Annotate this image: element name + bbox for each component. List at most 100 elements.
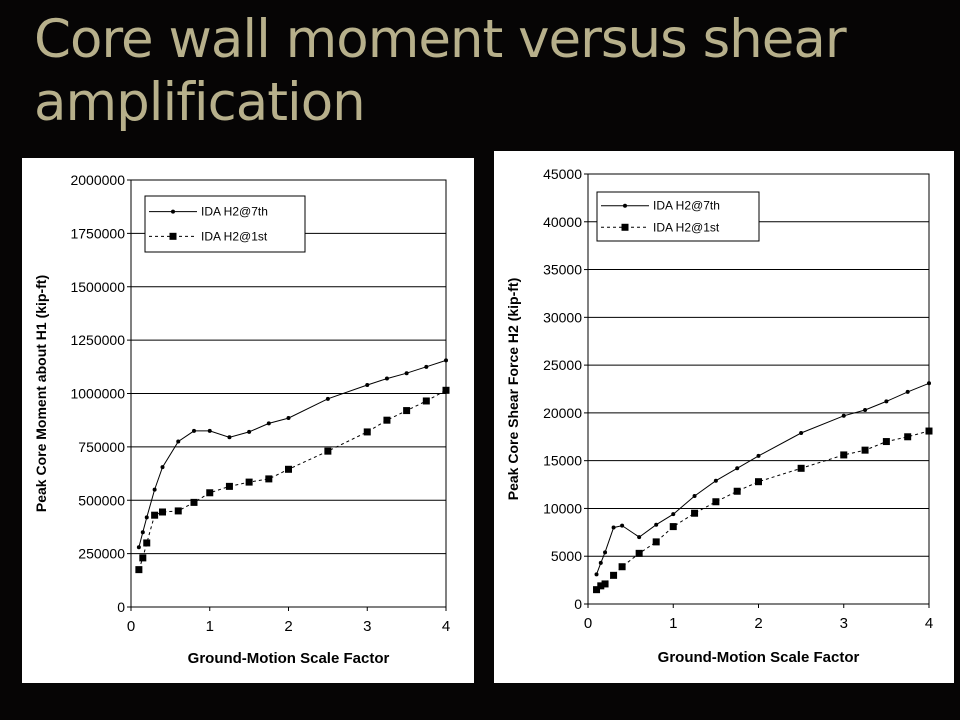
y-tick-label: 0 [117, 599, 125, 615]
data-point-square [925, 427, 933, 435]
legend-swatch-dot [171, 209, 175, 214]
data-point-square [635, 549, 643, 557]
y-tick-label: 25000 [543, 357, 582, 373]
data-point-dot [905, 389, 910, 394]
data-point-square [139, 554, 147, 562]
data-point-square [610, 571, 618, 579]
data-point-square [143, 539, 151, 547]
data-point-square [135, 566, 143, 574]
data-point-square [691, 509, 699, 517]
data-point-square [422, 397, 430, 405]
x-tick-label: 4 [925, 615, 933, 632]
slide-title: Core wall moment versus shear amplificat… [34, 8, 934, 134]
data-point-square [403, 407, 411, 415]
data-point-dot [207, 428, 212, 433]
y-tick-label: 1250000 [70, 332, 125, 348]
x-tick-label: 2 [284, 618, 292, 635]
data-point-dot [594, 572, 599, 577]
data-point-square [593, 586, 601, 594]
y-tick-label: 5000 [551, 548, 582, 564]
data-point-square [733, 487, 741, 495]
legend-label: IDA H2@1st [653, 220, 720, 234]
moment-chart-panel: 0 250000 500000 750000 1000000 1250000 1500000… [22, 158, 474, 683]
shear-chart: 0 5000 10000 15000 20000 25000 30000 35000 40000… [505, 166, 933, 666]
data-point-dot [841, 413, 846, 418]
data-point-dot [611, 525, 616, 530]
legend-swatch-square [621, 223, 629, 231]
data-point-square [363, 428, 371, 436]
y-tick-label: 1750000 [70, 225, 125, 241]
x-tick-label: 0 [584, 615, 592, 632]
y-tick-label: 1500000 [70, 279, 125, 295]
y-tick-label: 10000 [543, 500, 582, 516]
data-point-square [151, 511, 159, 519]
data-point-dot [603, 550, 608, 555]
legend-swatch-square [169, 232, 177, 240]
data-point-dot [136, 545, 141, 550]
x-axis-label: Ground-Motion Scale Factor [658, 649, 860, 666]
data-point-dot [247, 429, 252, 434]
data-point-square [618, 563, 626, 571]
data-point-dot [384, 376, 389, 381]
data-point-dot [192, 428, 196, 433]
data-point-dot [884, 399, 889, 404]
y-tick-label: 15000 [543, 453, 582, 469]
y-tick-label: 0 [574, 596, 582, 612]
data-point-dot [152, 487, 157, 492]
y-tick-label: 1000000 [70, 386, 125, 402]
y-tick-label: 250000 [78, 546, 125, 562]
series-line-1 [138, 359, 447, 548]
data-point-square [840, 451, 848, 459]
data-point-dot [799, 430, 804, 435]
data-point-dot [713, 478, 718, 483]
data-point-dot [654, 522, 659, 527]
x-tick-label: 3 [363, 618, 371, 635]
x-tick-label: 1 [669, 615, 677, 632]
data-point-square [652, 538, 660, 546]
data-point-dot [176, 439, 181, 444]
data-point-square [797, 464, 805, 472]
legend-box [596, 191, 760, 242]
data-point-square [190, 498, 198, 506]
y-tick-label: 750000 [78, 439, 125, 455]
data-point-dot [927, 381, 931, 386]
moment-chart: 0 250000 500000 750000 1000000 1250000 1500000… [33, 172, 450, 667]
y-axis-label: Peak Core Moment about H1 (kip-ft) [33, 275, 49, 512]
plot-area [587, 173, 930, 605]
data-point-dot [735, 466, 740, 471]
y-axis-label: Peak Core Shear Force H2 (kip-ft) [505, 278, 521, 501]
data-point-square [285, 465, 292, 473]
data-point-square [159, 508, 166, 516]
shear-chart-panel: 0 5000 10000 15000 20000 25000 30000 35000 40000… [494, 151, 954, 683]
data-point-square [861, 446, 869, 454]
data-point-square [324, 447, 332, 455]
data-point-square [755, 478, 762, 486]
y-tick-label: 500000 [78, 492, 125, 508]
data-point-dot [144, 515, 149, 520]
data-point-dot [160, 465, 165, 470]
data-point-square [383, 416, 391, 424]
data-point-dot [637, 535, 642, 540]
data-point-square [669, 523, 677, 531]
y-tick-label: 30000 [543, 309, 582, 325]
legend-swatch-dot [623, 203, 627, 208]
legend-label: IDA H2@7th [201, 205, 268, 219]
data-point-square [225, 482, 233, 490]
data-point-dot [692, 494, 697, 499]
data-point-square [601, 580, 609, 588]
data-point-dot [227, 435, 232, 440]
x-tick-label: 0 [127, 618, 135, 635]
slide-title-line-2: amplification [34, 72, 366, 133]
x-tick-label: 2 [754, 615, 762, 632]
legend-label: IDA H2@1st [201, 229, 268, 243]
data-point-dot [444, 358, 448, 363]
data-point-square [712, 498, 720, 506]
data-point-dot [140, 530, 145, 535]
data-point-square [265, 475, 273, 483]
x-tick-label: 1 [206, 618, 214, 635]
y-tick-label: 40000 [543, 214, 582, 230]
data-point-square [206, 489, 214, 497]
data-point-dot [266, 421, 271, 426]
data-point-dot [325, 396, 330, 401]
data-point-dot [286, 416, 291, 421]
